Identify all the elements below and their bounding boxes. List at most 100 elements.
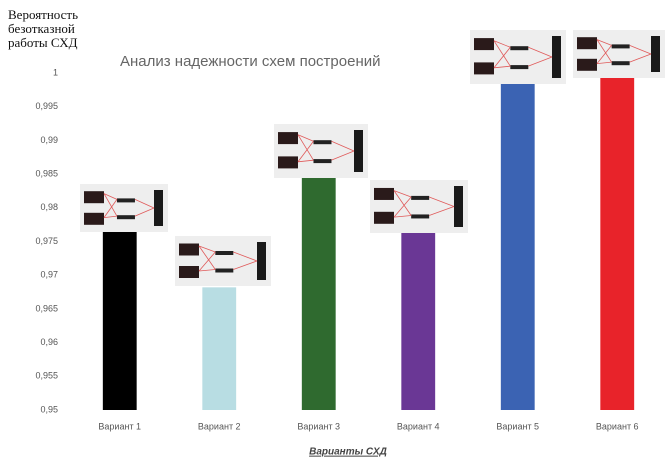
link-line [393, 190, 412, 198]
scheme-image [274, 124, 368, 178]
switch-icon [313, 140, 332, 145]
link-line [297, 159, 314, 163]
link-line [297, 134, 314, 161]
y-tick-label: 0,98 [40, 202, 58, 212]
link-line [103, 215, 118, 218]
link-line [103, 199, 118, 218]
link-line [134, 207, 155, 217]
x-tick-label: Вариант 3 [297, 421, 340, 431]
y-tick-label: 0,97 [40, 270, 58, 280]
link-line [331, 140, 355, 152]
switch-icon [611, 44, 630, 49]
link-line [596, 45, 612, 64]
y-tick-label: 0,96 [40, 337, 58, 347]
x-tick-label: Вариант 1 [98, 421, 141, 431]
bar [600, 77, 635, 410]
storage-icon [154, 190, 163, 226]
link-line [103, 193, 118, 217]
scheme-image [573, 30, 665, 78]
y-tick-label: 0,99 [40, 135, 58, 145]
link-line [629, 44, 652, 55]
bar [301, 176, 336, 410]
storage-icon [354, 130, 363, 172]
y-tick-label: 0,995 [35, 101, 58, 111]
link-line [198, 245, 216, 253]
switch-icon [313, 159, 332, 164]
storage-icon [552, 36, 561, 78]
server-icon [474, 62, 494, 75]
link-line [297, 134, 314, 142]
x-tick-label: Вариант 2 [198, 421, 241, 431]
switch-icon [116, 198, 135, 203]
link-line [528, 46, 553, 58]
y-tick-label: 0,95 [40, 404, 58, 414]
server-icon [84, 191, 104, 204]
switch-icon [510, 46, 529, 51]
link-line [297, 141, 314, 163]
switch-icon [510, 65, 529, 70]
storage-icon [651, 36, 660, 72]
link-line [493, 40, 511, 48]
switch-icon [411, 195, 430, 200]
link-line [393, 215, 412, 218]
y-tick-label: 1 [53, 67, 58, 77]
link-line [198, 245, 216, 270]
server-icon [179, 243, 199, 256]
switch-icon [411, 214, 430, 219]
y-tick-label: 0,965 [35, 303, 58, 313]
link-line [103, 193, 118, 200]
server-icon [577, 37, 597, 50]
y-tick-label: 0,985 [35, 168, 58, 178]
bar [401, 232, 436, 410]
x-axis-label: Варианты СХД [309, 447, 387, 458]
y-tick-label: 0,975 [35, 236, 58, 246]
link-line [528, 56, 553, 67]
scheme-image [470, 30, 566, 84]
link-line [198, 269, 216, 272]
link-line [596, 39, 612, 63]
storage-icon [454, 186, 463, 227]
link-line [429, 206, 455, 216]
link-line [331, 150, 355, 161]
chart-title: Анализ надежности схем построений [120, 53, 381, 70]
server-icon [577, 58, 597, 71]
link-line [134, 198, 155, 209]
link-line [596, 61, 612, 64]
y-tick-label: 0,955 [35, 371, 58, 381]
link-line [198, 251, 216, 272]
server-icon [278, 132, 298, 145]
y-axis-label: Вероятность безотказной работы СХД [8, 7, 79, 50]
storage-icon [257, 242, 266, 280]
link-line [393, 190, 412, 216]
link-line [493, 47, 511, 69]
bar [102, 230, 137, 410]
link-line [493, 40, 511, 67]
server-icon [179, 266, 199, 278]
server-icon [374, 187, 394, 200]
link-line [393, 196, 412, 218]
link-line [596, 39, 612, 46]
bar [500, 83, 535, 411]
scheme-image [370, 180, 468, 233]
server-icon [474, 38, 494, 51]
link-line [629, 53, 652, 63]
x-tick-label: Вариант 6 [596, 421, 639, 431]
x-tick-label: Вариант 5 [496, 421, 539, 431]
bar [202, 287, 237, 410]
server-icon [278, 156, 298, 169]
link-line [493, 65, 511, 69]
server-icon [374, 211, 394, 224]
switch-icon [611, 61, 630, 66]
scheme-image [80, 184, 168, 232]
link-line [233, 251, 258, 262]
scheme-image [175, 236, 271, 286]
x-tick-label: Вариант 4 [397, 421, 440, 431]
link-line [233, 260, 258, 270]
switch-icon [215, 251, 234, 255]
link-line [429, 196, 455, 207]
switch-icon [215, 268, 234, 273]
switch-icon [116, 215, 135, 220]
server-icon [84, 212, 104, 225]
